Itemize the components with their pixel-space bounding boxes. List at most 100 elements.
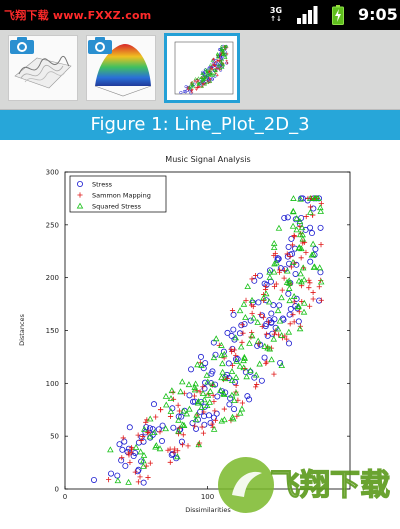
thumbnail-point: [209, 72, 214, 76]
data-point: [247, 317, 254, 324]
data-point: [185, 443, 191, 449]
data-point: [114, 477, 122, 484]
data-point: [158, 407, 164, 413]
thumbnail-point: [182, 89, 186, 94]
data-point: [219, 360, 226, 367]
thumbnail-point: [208, 76, 212, 80]
thumbnail-point: [184, 90, 188, 94]
data-point: [122, 462, 129, 469]
data-point: [263, 281, 270, 288]
thumbnail-point: [189, 82, 193, 86]
data-point: [299, 235, 307, 242]
data-point: [188, 366, 195, 373]
thumbnail-point: [213, 68, 218, 72]
data-point: [211, 399, 217, 405]
data-point: [293, 226, 300, 233]
data-point: [156, 445, 164, 452]
data-point: [230, 397, 238, 404]
y-tick-label: 150: [46, 327, 59, 335]
data-point: [194, 361, 201, 368]
data-point: [289, 258, 297, 265]
data-point: [205, 412, 212, 419]
thumbnail-point: [206, 78, 211, 82]
data-point: [212, 408, 218, 414]
data-point: [274, 307, 282, 314]
data-point: [179, 442, 186, 448]
thumbnail-point: [218, 66, 223, 70]
data-point: [294, 303, 302, 310]
data-point: [149, 426, 156, 433]
data-point: [256, 360, 263, 367]
data-point: [199, 390, 207, 397]
data-points: [90, 194, 325, 486]
x-axis: 0 100: [63, 486, 214, 501]
chart-area[interactable]: Music Signal Analysis Dissimilarities Di…: [0, 140, 400, 529]
rainbow-surface-thumbnail[interactable]: [86, 35, 156, 101]
data-point: [132, 444, 140, 450]
data-point: [314, 194, 322, 201]
data-point: [232, 334, 239, 341]
data-point: [286, 340, 293, 347]
data-point: [201, 403, 208, 410]
data-point: [202, 379, 209, 386]
data-point: [273, 281, 279, 287]
data-point: [306, 277, 312, 283]
data-point: [230, 326, 237, 333]
data-point: [174, 453, 181, 460]
data-point: [165, 447, 171, 453]
data-point: [128, 450, 134, 456]
thumbnail-point: [213, 64, 217, 67]
data-point: [285, 290, 292, 297]
legend-label: Squared Stress: [92, 203, 142, 211]
thumbnail-point: [209, 70, 214, 74]
data-point: [242, 314, 249, 320]
data-point: [317, 204, 324, 211]
data-point: [286, 279, 293, 286]
data-point: [271, 260, 278, 267]
data-point: [218, 374, 225, 381]
data-point: [119, 446, 126, 453]
scatter-plot-thumbnail[interactable]: [164, 33, 240, 103]
thumbnail-point: [195, 88, 198, 91]
data-point: [264, 344, 271, 351]
data-point: [277, 265, 284, 272]
thumbnail-point: [215, 51, 220, 56]
data-point: [288, 264, 294, 270]
data-point: [162, 392, 170, 399]
y-tick-label: 0: [55, 486, 59, 494]
data-point: [177, 388, 184, 395]
data-point: [289, 222, 297, 229]
data-point: [201, 385, 208, 392]
data-point: [307, 208, 314, 215]
figure-thumbnail-strip: [0, 30, 400, 110]
data-point: [127, 459, 133, 465]
thumbnail-point: [216, 73, 219, 77]
data-point: [278, 332, 285, 338]
data-point: [201, 396, 208, 403]
data-point: [263, 331, 270, 337]
data-point: [162, 425, 169, 432]
battery-charging-icon: [332, 5, 344, 25]
watermark-text: 飞翔下载 www.FXXZ.com: [4, 9, 152, 22]
data-point: [235, 397, 241, 403]
data-point: [276, 302, 283, 309]
data-point: [240, 364, 248, 371]
data-point: [272, 250, 278, 256]
surface-plot-thumbnail[interactable]: [8, 35, 78, 101]
y-tick-label: 200: [46, 274, 59, 282]
thumbnail-point: [191, 88, 194, 92]
data-point: [200, 430, 207, 436]
thumbnail-point: [220, 58, 225, 62]
data-point: [221, 416, 228, 423]
data-point: [170, 396, 177, 402]
data-point: [287, 253, 293, 260]
data-point: [259, 312, 266, 319]
data-point: [186, 392, 193, 399]
x-tick-label: 0: [63, 493, 67, 501]
data-point: [167, 459, 173, 465]
thumbnail-point: [195, 80, 198, 84]
data-point: [259, 323, 265, 329]
camera-icon: [88, 37, 112, 54]
data-point: [218, 417, 226, 424]
thumbnail-point: [197, 81, 201, 85]
